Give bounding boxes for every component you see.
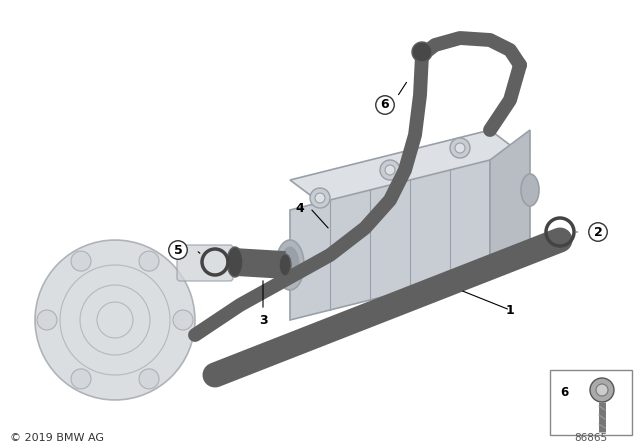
Text: 4: 4 bbox=[296, 202, 305, 215]
Polygon shape bbox=[290, 160, 490, 320]
Circle shape bbox=[37, 310, 57, 330]
Circle shape bbox=[139, 251, 159, 271]
Ellipse shape bbox=[521, 174, 539, 206]
Polygon shape bbox=[490, 130, 530, 270]
Circle shape bbox=[590, 378, 614, 402]
Circle shape bbox=[455, 143, 465, 153]
Text: 6: 6 bbox=[381, 99, 389, 112]
Text: 86865: 86865 bbox=[575, 433, 607, 443]
Text: 6: 6 bbox=[560, 385, 568, 399]
FancyBboxPatch shape bbox=[177, 245, 233, 281]
Circle shape bbox=[380, 160, 400, 180]
Circle shape bbox=[412, 42, 432, 62]
Ellipse shape bbox=[553, 231, 567, 249]
Ellipse shape bbox=[279, 254, 291, 276]
Text: 2: 2 bbox=[594, 225, 602, 238]
Polygon shape bbox=[290, 130, 530, 210]
Circle shape bbox=[206, 366, 224, 384]
Text: 5: 5 bbox=[173, 244, 182, 257]
Bar bbox=[550, 370, 632, 435]
Circle shape bbox=[71, 251, 91, 271]
Circle shape bbox=[385, 165, 395, 175]
Circle shape bbox=[71, 369, 91, 389]
Circle shape bbox=[35, 240, 195, 400]
Circle shape bbox=[450, 138, 470, 158]
Ellipse shape bbox=[227, 247, 243, 277]
Circle shape bbox=[310, 188, 330, 208]
Text: 3: 3 bbox=[259, 314, 268, 327]
Text: 1: 1 bbox=[506, 303, 515, 316]
Circle shape bbox=[315, 193, 325, 203]
Circle shape bbox=[139, 369, 159, 389]
Ellipse shape bbox=[276, 240, 304, 290]
Text: © 2019 BMW AG: © 2019 BMW AG bbox=[10, 433, 104, 443]
Ellipse shape bbox=[281, 247, 299, 283]
Circle shape bbox=[173, 310, 193, 330]
Circle shape bbox=[596, 384, 608, 396]
